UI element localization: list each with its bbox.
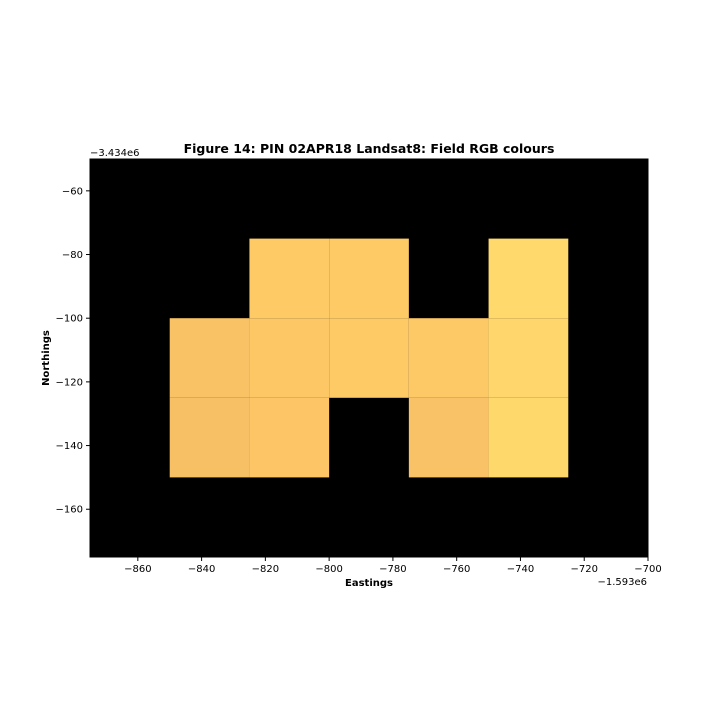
x-tick-label: −860 [124, 564, 151, 575]
x-tick-label: −700 [634, 564, 661, 575]
x-tick-label: −720 [570, 564, 597, 575]
x-offset-label: −1.593e6 [597, 577, 647, 588]
chart-title: Figure 14: PIN 02APR18 Landsat8: Field R… [184, 141, 555, 156]
field-cell [249, 238, 330, 319]
field-cell [169, 397, 250, 478]
field-cell [488, 318, 569, 398]
x-tick-label: −780 [379, 564, 406, 575]
y-tick-label: −80 [62, 250, 83, 261]
y-axis-label: Northings [41, 330, 52, 386]
field-cell [329, 238, 409, 319]
x-tick-label: −760 [443, 564, 470, 575]
y-tick-label: −120 [56, 377, 83, 388]
x-tick-label: −800 [315, 564, 342, 575]
field-cell [249, 397, 330, 478]
field-cell [169, 318, 250, 398]
x-tick-label: −740 [507, 564, 534, 575]
axes: −860 −840 −820 −800 −780 −760 −740 −720 −700 −60 −… [56, 158, 662, 575]
field-cell [408, 397, 489, 478]
y-offset-label: −3.434e6 [90, 148, 140, 159]
y-tick-label: −100 [56, 314, 83, 325]
field-cell [249, 318, 330, 398]
field-cell [488, 397, 569, 478]
x-axis-label: Eastings [345, 578, 393, 589]
field-cell [329, 318, 409, 398]
y-tick-label: −140 [56, 441, 83, 452]
field-cell [488, 238, 569, 319]
field-cell [408, 318, 489, 398]
x-tick-label: −840 [188, 564, 215, 575]
y-tick-label: −160 [56, 505, 83, 516]
x-tick-label: −820 [252, 564, 279, 575]
plot-frame [89, 158, 649, 558]
y-tick-label: −60 [62, 186, 83, 197]
plot-area [90, 159, 648, 557]
